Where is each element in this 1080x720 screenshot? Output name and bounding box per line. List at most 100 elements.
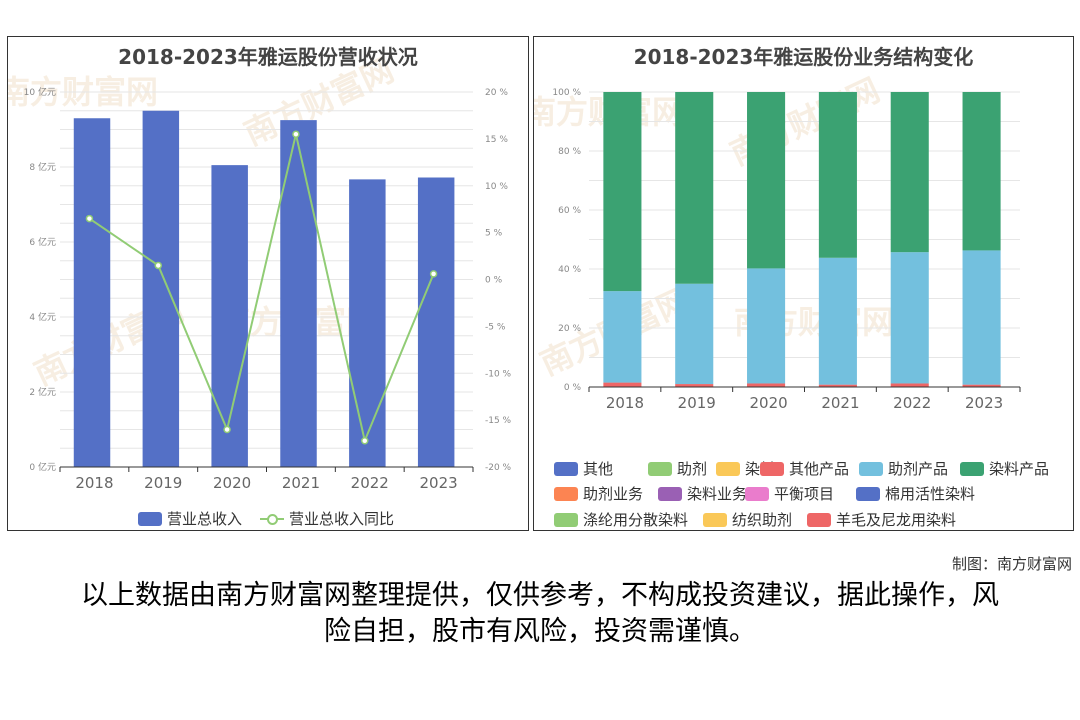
bar-segment (962, 92, 1001, 251)
legend-swatch (554, 512, 578, 527)
revenue-chart: 0 亿元 2 亿元 4 亿元 6 亿元 8 亿元 10 亿元 -20 % -15 % -10 %… (24, 86, 512, 492)
bar-segment (675, 384, 714, 387)
y-left-tick-label: 10 亿元 (24, 86, 56, 98)
bar-segment (747, 383, 786, 387)
y-left-tick-label: 4 亿元 (29, 311, 56, 323)
point-revenue-yoy (292, 130, 300, 138)
legend-label: 平衡项目 (774, 485, 835, 503)
y-right-tick-label: 5 % (485, 229, 503, 239)
bar-segment (890, 383, 929, 387)
bar-segment (818, 384, 857, 387)
bar-revenue (349, 179, 386, 467)
legend-item[interactable]: 棉用活性染料 (856, 483, 975, 504)
bar-segment (962, 250, 1001, 385)
legend-swatch (658, 486, 682, 501)
legend-swatch (703, 512, 727, 527)
legend-item[interactable]: 平衡项目 (745, 483, 834, 504)
legend-item-revenue-yoy[interactable]: 营业总收入同比 (260, 508, 394, 529)
legend-swatch (760, 461, 784, 476)
x-tick-label: 2021 (282, 474, 320, 492)
y-tick-label: 20 % (558, 324, 581, 334)
legend-item[interactable]: 涤纶用分散染料 (554, 509, 688, 530)
bar-segment (603, 291, 642, 383)
legend-label: 其他产品 (789, 460, 850, 478)
bar-revenue (417, 177, 455, 467)
legend-item[interactable]: 羊毛及尼龙用染料 (807, 509, 956, 530)
legend-swatch (960, 461, 984, 476)
y-tick-label: 0 % (564, 383, 582, 393)
legend-swatch (554, 461, 578, 476)
chart-title: 2018-2023年雅运股份业务结构变化 (633, 45, 974, 69)
bar-segment (747, 92, 786, 269)
bar-segment (675, 92, 714, 284)
x-tick-label: 2021 (821, 394, 859, 412)
bar-segment (603, 92, 642, 292)
legend-label: 助剂业务 (583, 485, 644, 503)
bar-segment (818, 92, 857, 258)
bar-segment (747, 268, 786, 384)
x-tick-label: 2018 (606, 394, 644, 412)
legend-label: 染料产品 (989, 460, 1050, 478)
legend-item[interactable]: 助剂业务 (554, 483, 643, 504)
y-left-tick-label: 0 亿元 (29, 461, 56, 473)
revenue-chart-panel: 南方财富网 南方财富网 南方财富网 南方财富网 2018-2023年雅运股份营收… (7, 36, 529, 531)
legend-item[interactable]: 其他 (554, 458, 613, 479)
y-right-tick-label: -10 % (485, 369, 512, 379)
point-revenue-yoy (361, 437, 369, 445)
disclaimer-text: 以上数据由南方财富网整理提供，仅供参考，不构成投资建议，据此操作，风险自担，股市… (81, 580, 999, 647)
bar-revenue (142, 110, 180, 467)
point-revenue-yoy (85, 214, 94, 223)
legend-label: 羊毛及尼龙用染料 (836, 511, 957, 529)
bar-segment (890, 92, 929, 253)
legend-swatch (745, 486, 769, 501)
legend-label: 助剂产品 (888, 460, 949, 478)
y-tick-label: 60 % (558, 206, 581, 216)
business-structure-chart-panel: 南方财富网 南方财富网 南方财富网 南方财富网 2018-2023年雅运股份业务… (533, 36, 1074, 531)
y-left-tick-label: 6 亿元 (29, 236, 56, 248)
legend-item[interactable]: 助剂产品 (859, 458, 948, 479)
x-tick-label: 2023 (419, 474, 457, 492)
x-tick-label: 2019 (144, 474, 182, 492)
y-right-tick-label: 10 % (485, 182, 508, 192)
bar-revenue (280, 120, 317, 467)
legend-swatch (856, 486, 880, 501)
legend-item[interactable]: 染料业务 (658, 483, 747, 504)
legend-label: 棉用活性染料 (885, 485, 976, 503)
chart-title: 2018-2023年雅运股份营收状况 (118, 45, 418, 69)
line-revenue-yoy (88, 133, 435, 445)
bar-segment (675, 283, 714, 385)
x-tick-label: 2023 (965, 394, 1003, 412)
legend-label: 营业总收入同比 (289, 510, 395, 528)
legend-label: 纺织助剂 (732, 511, 793, 529)
legend-item[interactable]: 纺织助剂 (703, 509, 792, 530)
legend-label: 营业总收入 (167, 510, 243, 528)
x-tick-label: 2019 (678, 394, 716, 412)
legend-swatch (859, 461, 883, 476)
bar-segment (603, 382, 642, 387)
y-tick-label: 100 % (552, 88, 581, 98)
y-right-tick-label: 20 % (485, 88, 508, 98)
legend-item[interactable]: 染料产品 (960, 458, 1049, 479)
legend-item-revenue[interactable]: 营业总收入 (138, 508, 242, 529)
legend-item[interactable]: 助剂 (648, 458, 707, 479)
y-left-tick-label: 8 亿元 (29, 161, 56, 173)
y-right-tick-label: 15 % (485, 135, 508, 145)
point-revenue-yoy (223, 425, 231, 434)
chart-credit: 制图：南方财富网 (951, 555, 1072, 573)
legend-label: 染料业务 (687, 485, 748, 503)
legend-item[interactable]: 其他产品 (760, 458, 849, 479)
x-tick-label: 2020 (213, 474, 251, 492)
legend-swatch (260, 512, 284, 526)
bar-segment (890, 252, 929, 384)
legend-label: 其他 (583, 460, 614, 478)
bar-revenue (73, 118, 111, 467)
legend-swatch (648, 461, 672, 476)
legend-swatch (554, 486, 578, 501)
business-structure-chart: 0 % 20 % 40 % 60 % 80 % 100 % 2018 2019 2020 2021… (552, 88, 1021, 412)
y-right-tick-label: 0 % (485, 276, 503, 286)
point-revenue-yoy (429, 270, 438, 278)
point-revenue-yoy (154, 261, 162, 270)
y-tick-label: 40 % (558, 265, 581, 275)
y-right-tick-label: -15 % (485, 416, 512, 426)
bar-segment (962, 384, 1001, 387)
